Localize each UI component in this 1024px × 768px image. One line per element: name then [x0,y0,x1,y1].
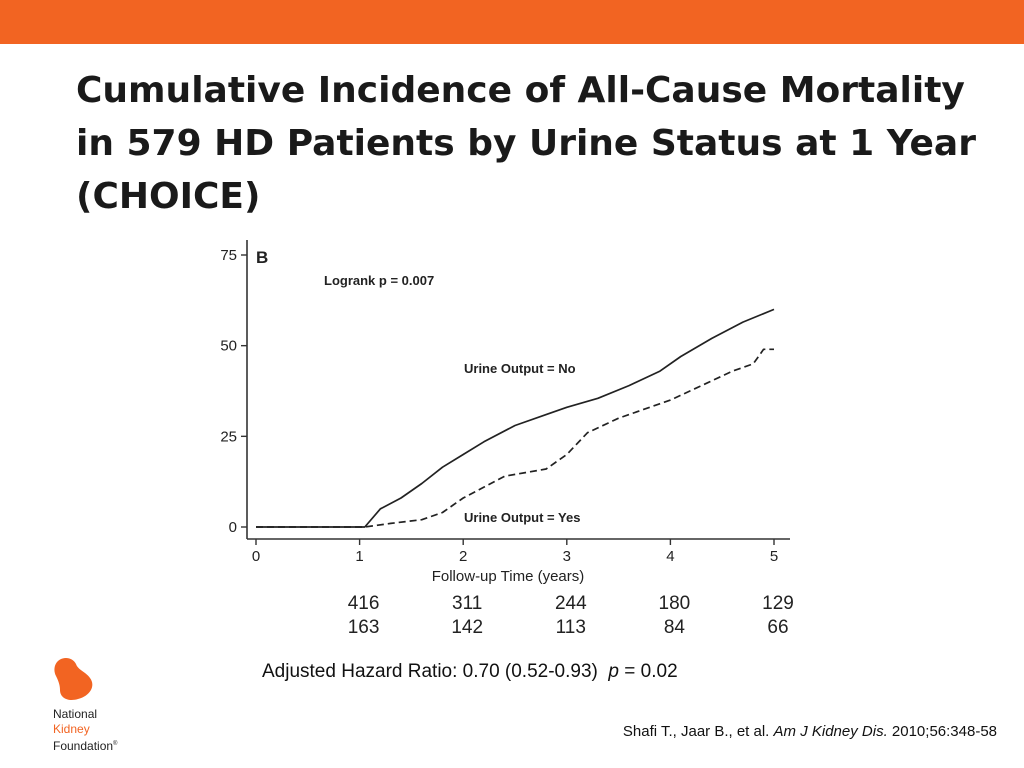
at-risk-value: 163 [348,617,380,638]
at-risk-value: 311 [452,593,482,614]
x-tick-label: 0 [252,548,260,565]
title-line-2: in 579 HD Patients by Urine Status at 1 … [76,123,976,164]
citation-authors: Shafi T., Jaar B., et al. [622,723,774,740]
cumulative-incidence-chart: 0 25 50 75 0 1 2 3 4 5 B Logrank p = 0.007 Urine Ou… [220,240,794,638]
chart-axes [246,240,790,540]
series-label-urine-yes: Urine Output = Yes [464,510,580,525]
title-line-3: (CHOICE) [76,176,261,217]
citation-journal: Am J Kidney Dis. [773,723,888,740]
p-label: p [608,661,619,682]
logo-line-national: National [53,707,98,721]
p-value: = 0.02 [619,661,678,682]
citation: Shafi T., Jaar B., et al. Am J Kidney Di… [623,723,997,740]
at-risk-value: 180 [659,593,691,614]
chart-series [256,308,775,528]
title-line-1: Cumulative Incidence of All-Cause Mortal… [76,70,965,111]
panel-label: B [256,248,268,267]
organization-logo-text: National Kidney Foundation® [53,707,117,754]
series-urine-no-line [256,308,775,528]
x-tick-label: 5 [770,548,778,565]
slide-title: Cumulative Incidence of All-Cause Mortal… [76,64,976,223]
x-tick-label: 1 [355,548,363,565]
at-risk-table: 416 163 311 142 244 113 180 84 129 66 [348,593,794,638]
chart-ticks: 0 25 50 75 0 1 2 3 4 5 [220,247,778,565]
at-risk-value: 129 [762,593,794,614]
at-risk-value: 244 [555,593,587,614]
x-tick-label: 3 [563,548,571,565]
x-tick-label: 2 [459,548,467,565]
hazard-ratio-prefix: Adjusted Hazard Ratio: 0.70 (0.52-0.93) [262,661,598,682]
series-label-urine-no: Urine Output = No [464,361,576,376]
top-accent-bar [0,0,1024,44]
logo-line-kidney: Kidney [53,722,90,736]
registered-mark: ® [113,741,118,747]
series-urine-yes-line [256,348,774,528]
logrank-annotation: Logrank p = 0.007 [324,273,434,288]
x-tick-label: 4 [666,548,674,565]
at-risk-value: 142 [451,617,483,638]
logo-line-foundation: Foundation [53,739,114,753]
at-risk-value: 416 [348,593,380,614]
y-tick-label: 75 [220,247,237,264]
citation-details: 2010;56:348-58 [887,723,997,740]
at-risk-value: 66 [767,617,788,638]
at-risk-value: 84 [664,617,686,638]
at-risk-value: 113 [556,617,586,638]
y-tick-label: 0 [229,519,237,536]
y-tick-label: 50 [220,338,237,355]
x-axis-label: Follow-up Time (years) [432,568,585,585]
kidney-logo-icon [54,658,93,700]
y-tick-label: 25 [220,428,237,445]
chart-labels: B Logrank p = 0.007 Urine Output = No Urine… [256,248,584,585]
hazard-ratio-text: Adjusted Hazard Ratio: 0.70 (0.52-0.93) … [262,661,678,683]
